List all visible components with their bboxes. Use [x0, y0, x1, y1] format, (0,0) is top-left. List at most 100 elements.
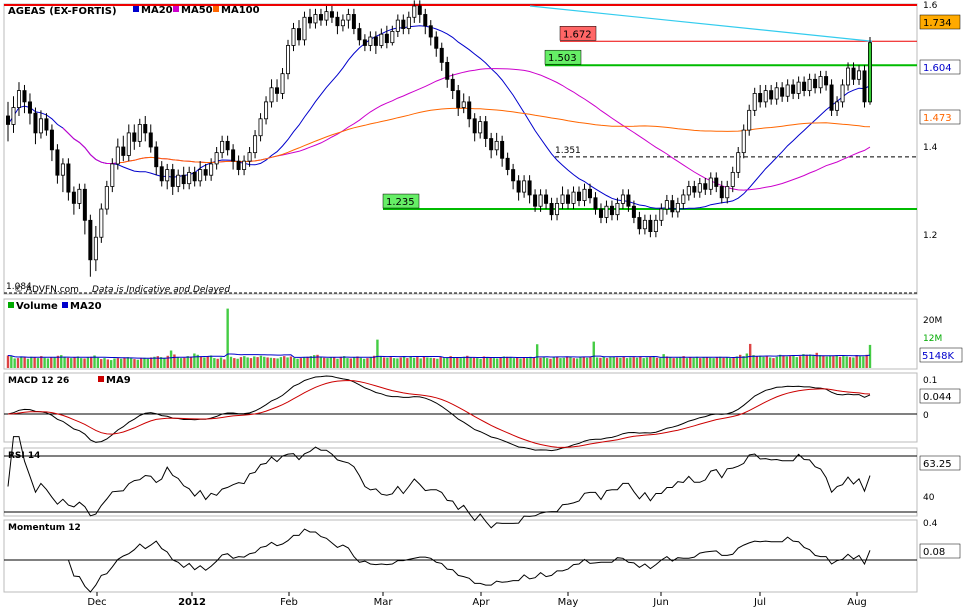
- candle: [664, 200, 669, 210]
- volume-bar: [73, 357, 76, 368]
- volume-bar: [126, 357, 130, 368]
- volume-bar: [13, 358, 16, 368]
- volume-bar: [153, 356, 156, 368]
- volume-bar: [416, 357, 419, 368]
- candle: [692, 186, 697, 193]
- volume-bar: [848, 357, 852, 368]
- volume-bar: [63, 356, 66, 368]
- candle: [132, 132, 137, 142]
- volume-bar: [349, 358, 353, 368]
- volume-bar: [56, 355, 60, 368]
- candle: [99, 208, 104, 238]
- volume-bar: [612, 356, 615, 368]
- volume-bar: [46, 358, 50, 368]
- candle: [104, 186, 109, 210]
- candle: [769, 90, 774, 100]
- candle: [412, 5, 417, 18]
- x-axis: Dec 2012 Feb Mar Apr May Jun Jul Aug: [87, 592, 867, 608]
- volume-bar: [525, 358, 529, 368]
- volume-bar: [396, 358, 399, 368]
- volume-bar: [143, 357, 146, 368]
- y-tick-label: 1.4: [923, 143, 938, 153]
- volume-bar: [482, 356, 486, 368]
- candle: [187, 171, 192, 185]
- candle: [307, 16, 312, 24]
- volume-bar: [845, 356, 848, 368]
- candle: [615, 202, 620, 216]
- candle: [450, 78, 455, 91]
- candle: [659, 208, 664, 221]
- volume-bar: [535, 344, 539, 368]
- volume-bar: [103, 358, 106, 368]
- volume-bar: [682, 356, 685, 368]
- volume-bar: [559, 358, 562, 368]
- candle: [763, 90, 768, 103]
- volume-bar: [446, 357, 449, 368]
- candle: [16, 90, 21, 108]
- candle: [862, 70, 867, 103]
- volume-bar: [43, 357, 46, 368]
- rsi-title: RSI 14: [8, 451, 40, 461]
- candle: [55, 149, 60, 176]
- volume-bar: [742, 356, 745, 368]
- candle: [714, 177, 719, 187]
- volume-bar: [506, 356, 509, 368]
- price-candles: [6, 0, 873, 277]
- volume-bar: [732, 357, 735, 368]
- last-price-value: 1.734: [923, 18, 952, 29]
- level-label-box: [382, 193, 420, 209]
- candle: [813, 78, 818, 89]
- candle: [302, 16, 307, 41]
- candle: [747, 109, 752, 131]
- candle: [566, 194, 571, 204]
- macd-series-line: [7, 375, 871, 452]
- volume-bar: [798, 356, 802, 368]
- candle: [38, 118, 43, 134]
- candle: [741, 129, 746, 154]
- candle: [60, 163, 65, 176]
- volume-bar: [735, 356, 739, 368]
- volume-bar: [23, 357, 26, 368]
- volume-bar: [499, 357, 502, 368]
- y-tick-label: 1.6: [923, 1, 938, 11]
- ma-line: [7, 25, 871, 210]
- volume-bar: [452, 357, 456, 368]
- candle: [791, 84, 796, 94]
- candle: [697, 183, 702, 193]
- volume-bar: [825, 356, 828, 368]
- volume-bar: [109, 360, 113, 368]
- legend-label: MA100: [221, 5, 260, 16]
- candle: [154, 146, 159, 168]
- volume-bar: [50, 357, 53, 368]
- volume-bar: [223, 359, 226, 368]
- volume-bar: [509, 357, 512, 368]
- volume-bar: [93, 355, 96, 368]
- level-label-box: [559, 26, 597, 41]
- volume-bar: [456, 357, 459, 368]
- candle: [840, 84, 845, 103]
- x-tick-label: Dec: [87, 597, 106, 608]
- volume-bar: [772, 358, 775, 368]
- volume-bar: [855, 355, 858, 368]
- candle: [598, 208, 603, 218]
- volume-bar: [213, 358, 216, 368]
- candle: [346, 14, 351, 21]
- volume-bar: [709, 357, 712, 368]
- volume-bar: [692, 357, 695, 368]
- volume-bar: [342, 356, 346, 368]
- volume-bar: [379, 356, 382, 368]
- volume-bar: [602, 356, 605, 368]
- candle: [6, 115, 11, 125]
- volume-bar: [332, 357, 336, 368]
- candle: [88, 219, 93, 261]
- candle: [780, 87, 785, 97]
- volume-bar: [695, 356, 699, 368]
- candle: [703, 183, 708, 190]
- volume-bar: [80, 358, 83, 368]
- volume-bar: [33, 357, 36, 368]
- candle: [198, 169, 203, 182]
- volume-bar: [675, 357, 679, 368]
- x-tick-label: Feb: [280, 597, 298, 608]
- level-label-box: [544, 49, 582, 65]
- legend-swatch: [62, 302, 68, 308]
